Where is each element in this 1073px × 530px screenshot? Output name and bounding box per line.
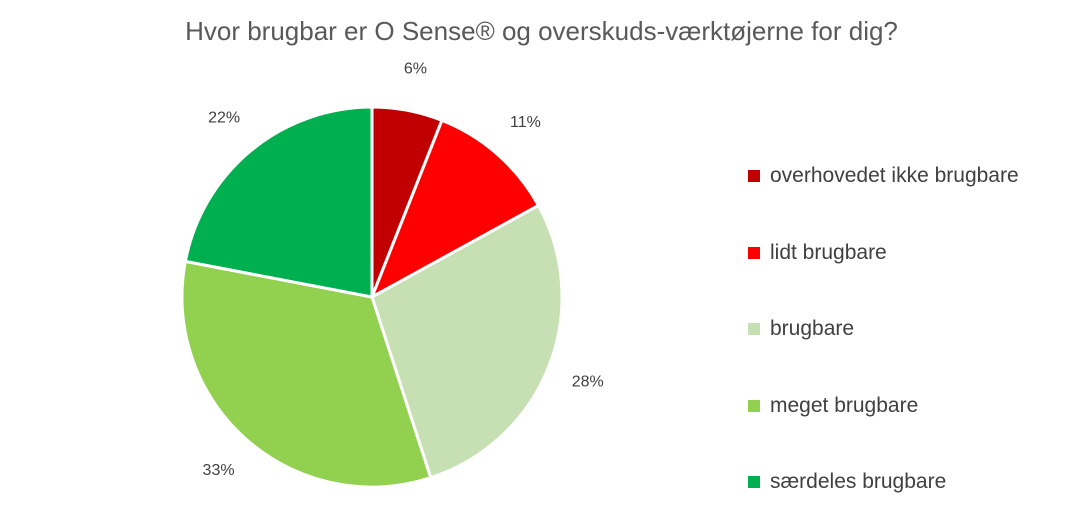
legend-label: meget brugbare [770,393,919,417]
pie-data-label-5: 22% [208,109,240,126]
chart-legend: overhovedet ikke brugbare lidt brugbare br… [748,138,1019,521]
legend-swatch [748,246,760,259]
pie-data-label-2: 11% [510,114,541,131]
pie-data-label-3: 28% [572,374,604,391]
legend-item-4: meget brugbare [748,368,1019,445]
legend-label: særdeles brugbare [770,470,947,494]
pie-slice-5 [183,105,374,299]
legend-label: lidt brugbare [770,240,887,264]
pie-slice-3 [370,203,564,480]
legend-label: overhovedet ikke brugbare [770,164,1019,188]
pie-data-label-1: 6% [404,60,427,77]
legend-swatch [748,323,760,336]
legend-item-3: brugbare [748,291,1019,368]
pie-slices [180,105,564,489]
legend-swatch [748,170,760,183]
legend-item-1: overhovedet ikke brugbare [748,138,1019,215]
legend-label: brugbare [770,317,855,341]
legend-swatch [748,399,760,412]
pie-slice-2 [369,118,541,301]
legend-item-5: særdeles brugbare [748,444,1019,521]
pie-slice-4 [180,259,433,489]
pie-data-labels: 6% 11% 28% 33% 22% [203,60,604,479]
chart-title: Hvor brugbar er O Sense® og overskuds-væ… [185,16,898,46]
legend-swatch [748,476,760,489]
legend-item-2: lidt brugbare [748,215,1019,292]
pie-data-label-4: 33% [203,462,235,479]
